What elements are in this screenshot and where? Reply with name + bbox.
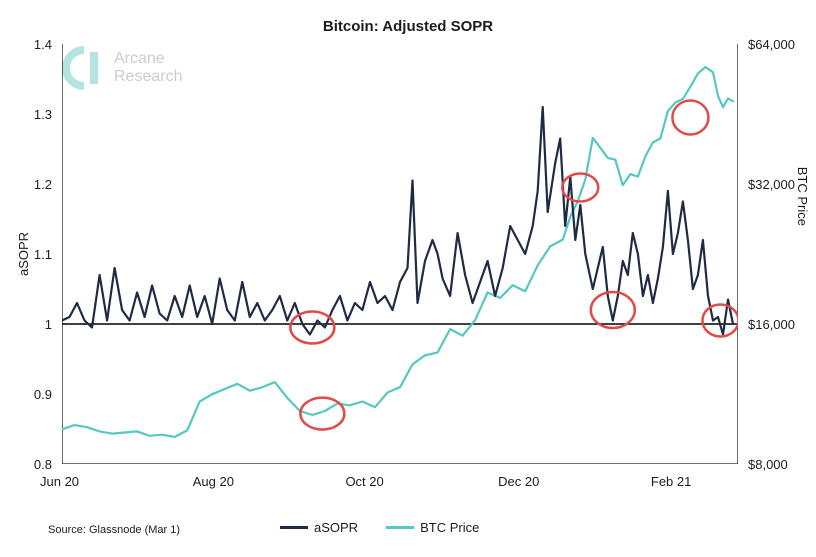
y-left-tick-label: 0.9 (34, 387, 52, 402)
y-left-tick-label: 1.3 (34, 107, 52, 122)
y-left-tick-label: 0.8 (34, 457, 52, 472)
x-tick-label: Dec 20 (498, 474, 539, 489)
y-left-axis-label: aSOPR (16, 232, 31, 276)
legend-swatch (386, 526, 414, 529)
y-right-axis-label: BTC Price (795, 167, 810, 226)
y-left-tick-label: 1 (45, 317, 52, 332)
legend-label: aSOPR (314, 520, 358, 535)
legend-swatch (280, 526, 308, 529)
y-right-tick-label: $32,000 (748, 177, 795, 192)
legend-item: aSOPR (280, 520, 358, 535)
legend-label: BTC Price (420, 520, 479, 535)
y-right-tick-label: $8,000 (748, 457, 788, 472)
source-text: Source: Glassnode (Mar 1) (48, 524, 180, 536)
x-tick-label: Aug 20 (193, 474, 234, 489)
y-left-tick-label: 1.2 (34, 177, 52, 192)
x-tick-label: Feb 21 (651, 474, 691, 489)
chart-title: Bitcoin: Adjusted SOPR (0, 18, 816, 35)
legend: aSOPR BTC Price (280, 520, 479, 535)
x-tick-label: Oct 20 (345, 474, 383, 489)
y-right-tick-label: $16,000 (748, 317, 795, 332)
y-left-tick-label: 1.1 (34, 247, 52, 262)
legend-item: BTC Price (386, 520, 479, 535)
y-right-tick-label: $64,000 (748, 37, 795, 52)
y-left-tick-label: 1.4 (34, 37, 52, 52)
chart-plot (62, 44, 738, 464)
x-tick-label: Jun 20 (40, 474, 79, 489)
